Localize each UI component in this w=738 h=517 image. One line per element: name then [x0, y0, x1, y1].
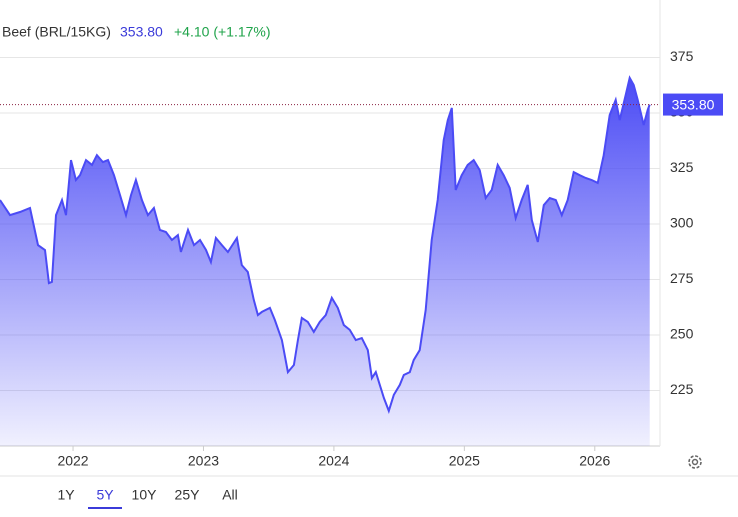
y-tick-label: 275 [670, 270, 694, 286]
y-tick-label: 250 [670, 326, 694, 342]
range-button[interactable]: All [222, 487, 238, 503]
last-price-tag [663, 93, 723, 116]
price: 353.80 [120, 24, 163, 40]
x-tick-label: 2024 [318, 453, 349, 469]
area [0, 77, 650, 447]
x-tick-label: 2023 [188, 453, 219, 469]
last-price-label: 353.80 [672, 96, 715, 112]
y-tick-label: 225 [670, 381, 694, 397]
line [0, 75, 651, 414]
settings-icon[interactable] [688, 455, 702, 469]
x-tick-label: 2025 [449, 453, 480, 469]
x-tick-label: 2022 [57, 453, 88, 469]
change: +4.10 (+1.17%) [174, 24, 271, 40]
y-tick-label: 325 [670, 159, 694, 175]
x-tick-label: 2026 [579, 453, 610, 469]
y-tick-label: 300 [670, 215, 694, 231]
range-button[interactable]: 25Y [175, 487, 201, 503]
symbol: Beef (BRL/15KG) [2, 24, 111, 40]
range-button[interactable]: 10Y [132, 487, 158, 503]
range-button[interactable]: 1Y [57, 487, 75, 503]
range-button[interactable]: 5Y [96, 487, 114, 503]
y-tick-label: 375 [670, 48, 694, 64]
